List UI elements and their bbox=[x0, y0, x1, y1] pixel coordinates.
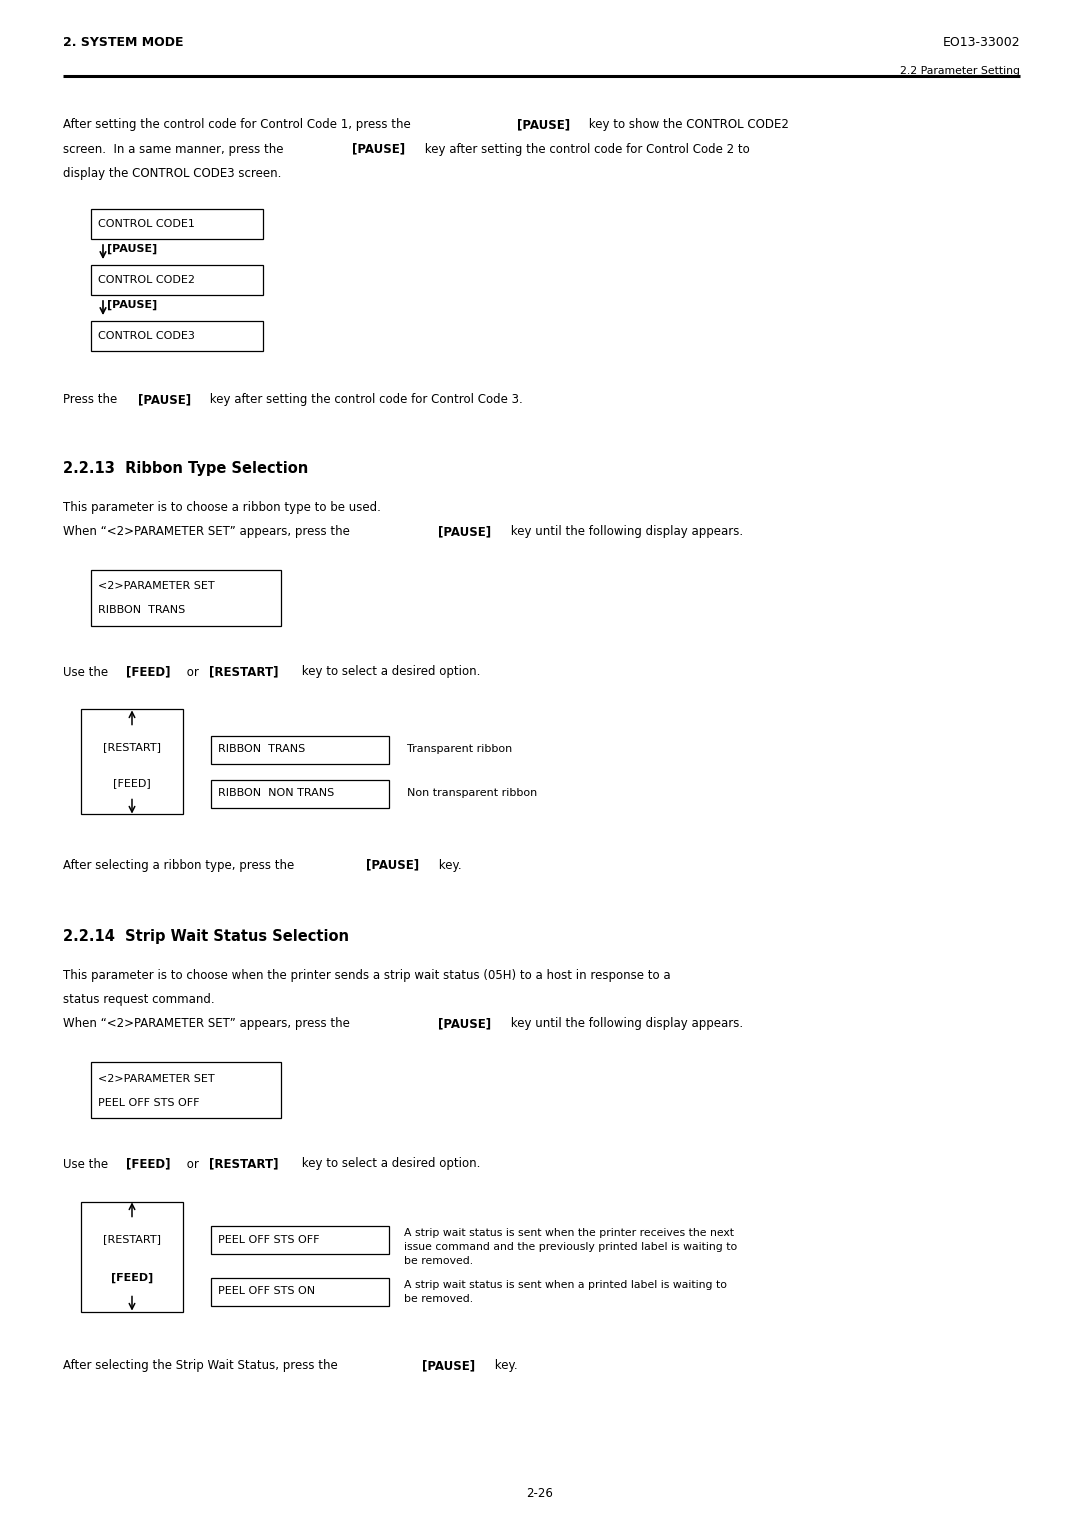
Text: After selecting a ribbon type, press the: After selecting a ribbon type, press the bbox=[63, 859, 298, 871]
Bar bbox=[91, 1062, 281, 1117]
Text: [PAUSE]: [PAUSE] bbox=[107, 244, 158, 254]
Text: This parameter is to choose when the printer sends a strip wait status (05H) to : This parameter is to choose when the pri… bbox=[63, 969, 671, 981]
Text: [FEED]: [FEED] bbox=[111, 1273, 153, 1282]
Text: key until the following display appears.: key until the following display appears. bbox=[507, 1018, 743, 1030]
Text: RIBBON  NON TRANS: RIBBON NON TRANS bbox=[218, 788, 334, 799]
Text: CONTROL CODE2: CONTROL CODE2 bbox=[98, 275, 195, 286]
Text: Press the: Press the bbox=[63, 393, 121, 406]
Text: A strip wait status is sent when a printed label is waiting to
be removed.: A strip wait status is sent when a print… bbox=[404, 1280, 727, 1305]
Text: CONTROL CODE3: CONTROL CODE3 bbox=[98, 332, 194, 341]
Text: PEEL OFF STS ON: PEEL OFF STS ON bbox=[218, 1287, 315, 1296]
Text: 2-26: 2-26 bbox=[527, 1487, 553, 1500]
Text: or: or bbox=[184, 666, 203, 678]
Text: or: or bbox=[184, 1158, 203, 1170]
Bar bbox=[211, 1277, 389, 1305]
Bar bbox=[91, 321, 264, 351]
Text: key to select a desired option.: key to select a desired option. bbox=[298, 666, 481, 678]
Text: <2>PARAMETER SET: <2>PARAMETER SET bbox=[98, 582, 215, 591]
Text: A strip wait status is sent when the printer receives the next
issue command and: A strip wait status is sent when the pri… bbox=[404, 1229, 738, 1267]
Text: [PAUSE]: [PAUSE] bbox=[516, 118, 569, 131]
Text: [RESTART]: [RESTART] bbox=[208, 666, 279, 678]
Text: screen.  In a same manner, press the: screen. In a same manner, press the bbox=[63, 142, 287, 156]
Bar bbox=[91, 570, 281, 625]
Text: key to show the CONTROL CODE2: key to show the CONTROL CODE2 bbox=[585, 118, 789, 131]
Bar bbox=[211, 735, 389, 764]
Bar bbox=[211, 779, 389, 807]
Text: display the CONTROL CODE3 screen.: display the CONTROL CODE3 screen. bbox=[63, 167, 282, 180]
Text: [PAUSE]: [PAUSE] bbox=[352, 142, 405, 156]
Text: status request command.: status request command. bbox=[63, 993, 215, 1005]
Text: [RESTART]: [RESTART] bbox=[103, 1235, 161, 1244]
Text: [FEED]: [FEED] bbox=[113, 778, 151, 788]
Text: [PAUSE]: [PAUSE] bbox=[107, 299, 158, 310]
Bar bbox=[81, 709, 183, 814]
Bar bbox=[81, 1201, 183, 1311]
Text: 2.2.14  Strip Wait Status Selection: 2.2.14 Strip Wait Status Selection bbox=[63, 929, 349, 943]
Text: PEEL OFF STS OFF: PEEL OFF STS OFF bbox=[98, 1097, 200, 1108]
Text: CONTROL CODE1: CONTROL CODE1 bbox=[98, 219, 194, 229]
Text: Use the: Use the bbox=[63, 666, 112, 678]
Text: 2.2.13  Ribbon Type Selection: 2.2.13 Ribbon Type Selection bbox=[63, 461, 308, 477]
Text: key.: key. bbox=[435, 859, 461, 871]
Text: key.: key. bbox=[491, 1360, 517, 1372]
Text: 2.2 Parameter Setting: 2.2 Parameter Setting bbox=[900, 66, 1020, 76]
Text: [FEED]: [FEED] bbox=[126, 666, 171, 678]
Text: After setting the control code for Control Code 1, press the: After setting the control code for Contr… bbox=[63, 118, 415, 131]
Text: [PAUSE]: [PAUSE] bbox=[422, 1360, 475, 1372]
Text: [FEED]: [FEED] bbox=[126, 1158, 171, 1170]
Text: After selecting the Strip Wait Status, press the: After selecting the Strip Wait Status, p… bbox=[63, 1360, 341, 1372]
Text: key after setting the control code for Control Code 2 to: key after setting the control code for C… bbox=[421, 142, 750, 156]
Bar bbox=[211, 1225, 389, 1253]
Text: key to select a desired option.: key to select a desired option. bbox=[298, 1158, 481, 1170]
Text: key until the following display appears.: key until the following display appears. bbox=[507, 526, 743, 538]
Text: RIBBON  TRANS: RIBBON TRANS bbox=[98, 605, 186, 616]
Bar bbox=[91, 209, 264, 238]
Text: Non transparent ribbon: Non transparent ribbon bbox=[407, 788, 537, 799]
Text: This parameter is to choose a ribbon type to be used.: This parameter is to choose a ribbon typ… bbox=[63, 501, 381, 513]
Text: [PAUSE]: [PAUSE] bbox=[438, 1018, 491, 1030]
Text: [PAUSE]: [PAUSE] bbox=[138, 393, 191, 406]
Text: Use the: Use the bbox=[63, 1158, 112, 1170]
Text: When “<2>PARAMETER SET” appears, press the: When “<2>PARAMETER SET” appears, press t… bbox=[63, 526, 353, 538]
Text: <2>PARAMETER SET: <2>PARAMETER SET bbox=[98, 1074, 215, 1083]
Text: Transparent ribbon: Transparent ribbon bbox=[407, 744, 512, 755]
Text: RIBBON  TRANS: RIBBON TRANS bbox=[218, 744, 306, 755]
Text: [PAUSE]: [PAUSE] bbox=[438, 526, 491, 538]
Text: key after setting the control code for Control Code 3.: key after setting the control code for C… bbox=[206, 393, 523, 406]
Text: 2. SYSTEM MODE: 2. SYSTEM MODE bbox=[63, 37, 184, 49]
Text: When “<2>PARAMETER SET” appears, press the: When “<2>PARAMETER SET” appears, press t… bbox=[63, 1018, 353, 1030]
Text: EO13-33002: EO13-33002 bbox=[943, 37, 1020, 49]
Text: PEEL OFF STS OFF: PEEL OFF STS OFF bbox=[218, 1235, 320, 1244]
Bar bbox=[91, 264, 264, 295]
Text: [RESTART]: [RESTART] bbox=[103, 743, 161, 752]
Text: [RESTART]: [RESTART] bbox=[208, 1158, 279, 1170]
Text: [PAUSE]: [PAUSE] bbox=[366, 859, 419, 871]
